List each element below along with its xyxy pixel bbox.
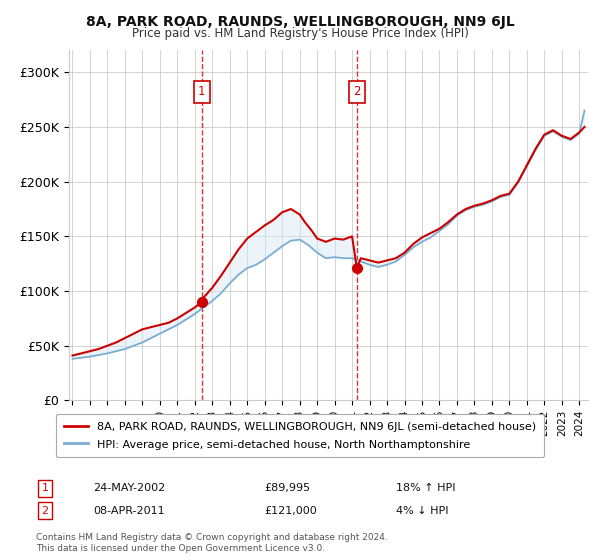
Text: 4% ↓ HPI: 4% ↓ HPI xyxy=(396,506,449,516)
Text: 18% ↑ HPI: 18% ↑ HPI xyxy=(396,483,455,493)
Text: Price paid vs. HM Land Registry's House Price Index (HPI): Price paid vs. HM Land Registry's House … xyxy=(131,27,469,40)
Text: 2: 2 xyxy=(41,506,49,516)
Text: £89,995: £89,995 xyxy=(264,483,310,493)
Text: 1: 1 xyxy=(41,483,49,493)
Text: Contains HM Land Registry data © Crown copyright and database right 2024.
This d: Contains HM Land Registry data © Crown c… xyxy=(36,533,388,553)
Text: 08-APR-2011: 08-APR-2011 xyxy=(93,506,164,516)
Text: £121,000: £121,000 xyxy=(264,506,317,516)
Legend: 8A, PARK ROAD, RAUNDS, WELLINGBOROUGH, NN9 6JL (semi-detached house), HPI: Avera: 8A, PARK ROAD, RAUNDS, WELLINGBOROUGH, N… xyxy=(56,413,544,458)
Text: 1: 1 xyxy=(198,86,205,99)
Text: 24-MAY-2002: 24-MAY-2002 xyxy=(93,483,165,493)
Text: 8A, PARK ROAD, RAUNDS, WELLINGBOROUGH, NN9 6JL: 8A, PARK ROAD, RAUNDS, WELLINGBOROUGH, N… xyxy=(86,15,514,29)
Text: 2: 2 xyxy=(353,86,361,99)
